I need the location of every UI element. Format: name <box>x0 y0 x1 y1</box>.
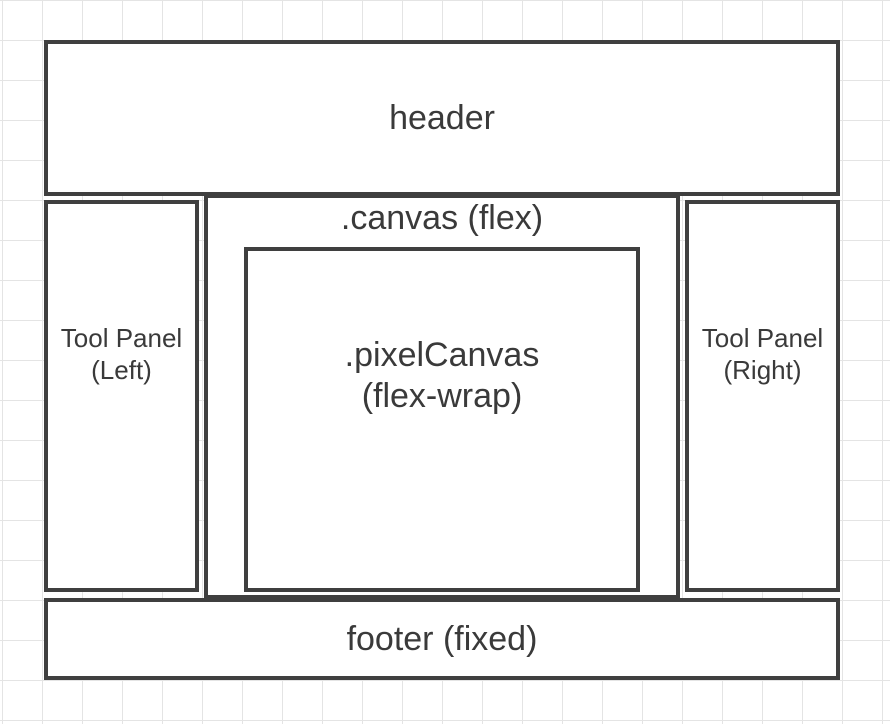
header-label: header <box>389 98 495 137</box>
tool-panel-right-label: Tool Panel (Right) <box>701 323 824 385</box>
tool-panel-right-box: Tool Panel (Right) <box>685 200 840 592</box>
tool-panel-left-box: Tool Panel (Left) <box>44 200 199 592</box>
pixel-canvas-box: .pixelCanvas (flex-wrap) <box>244 247 640 592</box>
header-box: header <box>44 40 840 196</box>
pixel-canvas-label: .pixelCanvas (flex-wrap) <box>344 336 540 415</box>
canvas-label: .canvas (flex) <box>340 199 544 237</box>
footer-label: footer (fixed) <box>346 619 538 658</box>
tool-panel-left-label: Tool Panel (Left) <box>60 323 183 385</box>
footer-box: footer (fixed) <box>44 598 840 680</box>
